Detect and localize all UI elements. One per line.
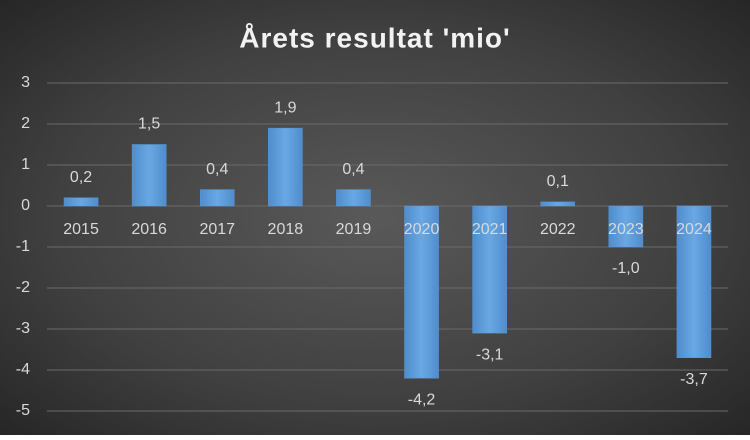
value-label: 0,2 [70,169,92,186]
x-tick-label: 2021 [472,221,508,238]
value-label: -3,1 [476,346,504,363]
x-tick-label: 2019 [336,221,372,238]
y-tick-label: -4 [16,361,30,378]
x-tick-label: 2015 [63,221,99,238]
y-tick-label: 2 [21,115,30,132]
bar [608,205,644,248]
bar [540,201,576,207]
y-tick-label: 1 [21,156,30,173]
bar [131,144,167,207]
x-tick-label: 2022 [540,221,576,238]
value-label: 1,9 [274,99,296,116]
x-tick-label: 2017 [199,221,235,238]
bar [472,205,507,334]
x-tick-label: 2018 [268,221,304,238]
x-tick-label: 2020 [404,221,440,238]
x-tick-label: 2016 [131,221,167,238]
bar [404,205,439,379]
value-label: -1,0 [612,260,640,277]
value-label: 0,4 [342,161,364,178]
value-label: 0,1 [547,173,569,190]
y-tick-label: 0 [21,197,30,214]
x-tick-label: 2024 [676,221,712,238]
y-tick-label: 3 [21,74,30,91]
value-label: 0,4 [206,161,228,178]
chart-title: Årets resultat 'mio' [239,22,510,53]
y-tick-label: -1 [16,238,30,255]
y-tick-label: -3 [16,320,30,337]
bar [336,189,371,207]
value-label: -3,7 [680,371,708,388]
x-tick-label: 2023 [608,221,644,238]
bar [63,197,99,207]
y-tick-label: -2 [16,279,30,296]
bar [676,205,712,358]
value-label: -4,2 [408,391,436,408]
bar [268,127,303,207]
value-label: 1,5 [138,116,160,133]
bar [199,189,235,207]
y-tick-label: -5 [16,402,30,419]
